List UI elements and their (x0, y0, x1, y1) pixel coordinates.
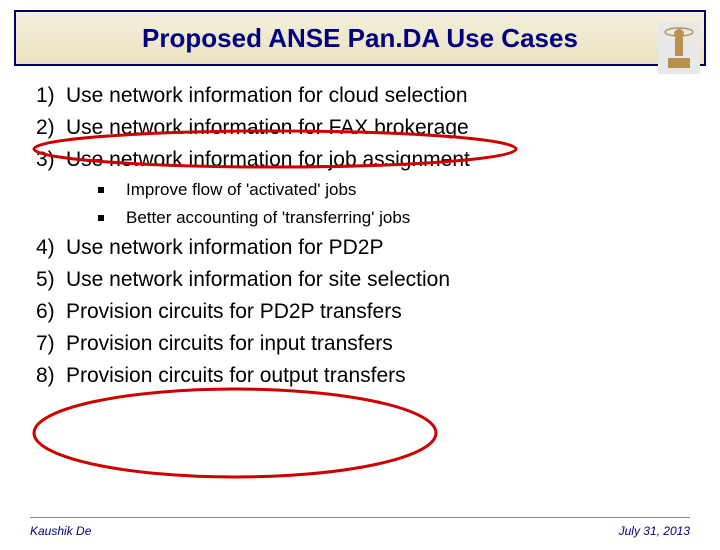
sub-text: Better accounting of 'transferring' jobs (126, 208, 410, 228)
slide-title: Proposed ANSE Pan.DA Use Cases (142, 23, 578, 54)
list-number: 1) (36, 84, 66, 108)
list-number: 5) (36, 268, 66, 292)
list-item: 8) Provision circuits for output transfe… (36, 364, 684, 388)
bullet-icon (98, 187, 104, 193)
list-text: Use network information for job assignme… (66, 148, 470, 172)
list-item: 1) Use network information for cloud sel… (36, 84, 684, 108)
sub-text: Improve flow of 'activated' jobs (126, 180, 356, 200)
logo-head (674, 29, 684, 39)
footer-author: Kaushik De (30, 524, 91, 538)
list-number: 3) (36, 148, 66, 172)
sub-item: Improve flow of 'activated' jobs (98, 180, 684, 200)
list-item: 7) Provision circuits for input transfer… (36, 332, 684, 356)
list-text: Use network information for PD2P (66, 236, 383, 260)
list-number: 7) (36, 332, 66, 356)
list-number: 2) (36, 116, 66, 140)
title-bar: Proposed ANSE Pan.DA Use Cases (14, 10, 706, 66)
list-item: 6) Provision circuits for PD2P transfers (36, 300, 684, 324)
sub-item: Better accounting of 'transferring' jobs (98, 208, 684, 228)
list-text: Provision circuits for input transfers (66, 332, 393, 356)
logo-body (675, 38, 683, 56)
list-text: Use network information for site selecti… (66, 268, 450, 292)
list-text: Provision circuits for output transfers (66, 364, 406, 388)
content-area: 1) Use network information for cloud sel… (0, 66, 720, 388)
bullet-icon (98, 215, 104, 221)
list-item: 5) Use network information for site sele… (36, 268, 684, 292)
list-item: 2) Use network information for FAX broke… (36, 116, 684, 140)
list-text: Provision circuits for PD2P transfers (66, 300, 402, 324)
footer: Kaushik De July 31, 2013 (30, 517, 690, 538)
list-number: 4) (36, 236, 66, 260)
list-item: 4) Use network information for PD2P (36, 236, 684, 260)
list-text: Use network information for FAX brokerag… (66, 116, 469, 140)
list-number: 8) (36, 364, 66, 388)
footer-date: July 31, 2013 (619, 524, 690, 538)
highlight-circle (30, 383, 440, 483)
list-number: 6) (36, 300, 66, 324)
list-item: 3) Use network information for job assig… (36, 148, 684, 172)
list-text: Use network information for cloud select… (66, 84, 468, 108)
